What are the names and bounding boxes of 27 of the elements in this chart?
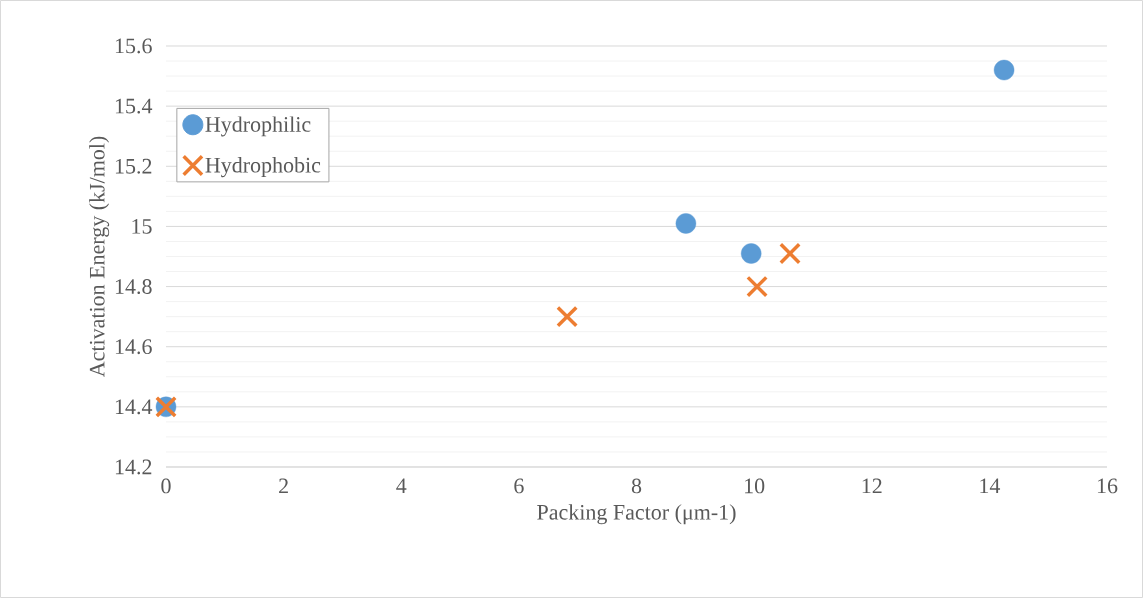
x-tick-label: 0 [161, 478, 171, 494]
x-axis-title: Packing Factor (μm-1) [537, 504, 736, 525]
point [556, 305, 579, 328]
x-tick-label: 6 [514, 478, 524, 494]
x-tick-label: 14 [980, 478, 1001, 494]
legend-label: Hydrophobic [205, 157, 321, 178]
y-tick-label: 14.6 [115, 339, 152, 355]
x-tick-label: 8 [631, 478, 642, 494]
point [746, 275, 769, 298]
x-tick-label: 4 [396, 478, 407, 493]
x-tick-label: 12 [862, 478, 882, 494]
point [993, 59, 1015, 81]
point [779, 242, 801, 265]
x-tick-label: 2 [279, 478, 288, 494]
x-tick-label: 16 [1097, 478, 1118, 494]
y-tick-label: 15.4 [115, 98, 153, 114]
y-tick-label: 14.2 [115, 459, 152, 475]
y-tick-label: 14.4 [115, 399, 153, 415]
legend-label: Hydrophilic [205, 116, 311, 137]
point [675, 213, 697, 234]
y-tick-label: 15.2 [115, 158, 152, 174]
point [740, 243, 762, 264]
y-axis-title: Activation Energy (kJ/mol) [89, 136, 110, 378]
y-tick-label: 15 [132, 219, 152, 234]
x-tick-label: 10 [745, 478, 765, 494]
y-tick-label: 14.8 [115, 279, 152, 295]
y-tick-label: 15.6 [115, 38, 152, 54]
